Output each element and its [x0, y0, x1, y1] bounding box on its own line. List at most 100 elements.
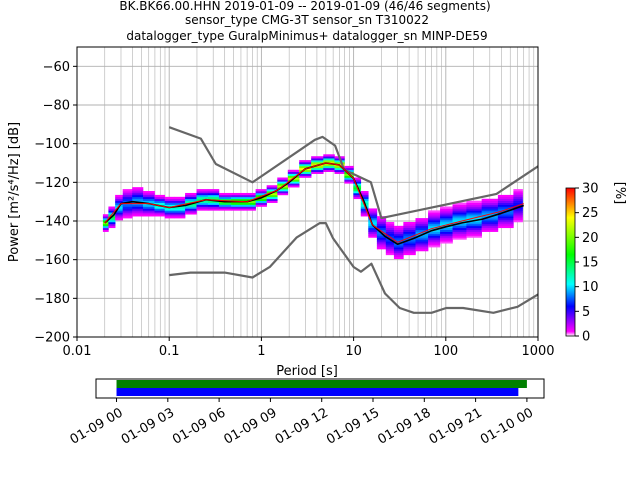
- density-cell: [466, 225, 482, 229]
- density-cell: [132, 204, 144, 207]
- density-cell: [311, 158, 324, 161]
- density-cell: [368, 225, 378, 229]
- density-cell: [428, 223, 441, 227]
- density-cell: [122, 216, 133, 219]
- density-cell: [344, 165, 354, 169]
- density-cell: [452, 237, 467, 240]
- density-cell: [142, 192, 155, 196]
- density-cell: [497, 223, 514, 227]
- density-cell: [323, 160, 335, 163]
- density-cell: [368, 216, 378, 219]
- density-cell: [115, 202, 123, 205]
- density-cell: [164, 214, 175, 217]
- density-cell: [185, 196, 197, 200]
- density-cell: [481, 214, 499, 217]
- density-cell: [466, 223, 482, 227]
- density-cell: [142, 194, 155, 198]
- coverage-tick-label: 01-09 12: [273, 405, 331, 447]
- density-cell: [218, 198, 232, 201]
- density-cell: [287, 171, 300, 174]
- colorbar-ticks: 0 5 10 15 20 25 30: [575, 182, 599, 345]
- density-cell: [466, 200, 482, 203]
- density-cell: [196, 191, 209, 194]
- density-cell: [513, 216, 523, 219]
- density-cell: [108, 218, 116, 221]
- density-cell: [277, 181, 289, 184]
- density-cell: [403, 247, 416, 250]
- density-cell: [132, 198, 144, 201]
- density-cell: [255, 202, 267, 205]
- density-cell: [481, 200, 499, 203]
- density-cell: [122, 212, 133, 215]
- density-cell: [164, 204, 175, 207]
- density-cell: [513, 212, 523, 215]
- density-cell: [415, 241, 429, 244]
- density-cell: [376, 243, 387, 246]
- density-cell: [376, 237, 387, 240]
- density-cell: [122, 208, 133, 211]
- density-cell: [428, 210, 441, 213]
- density-cell: [368, 208, 378, 211]
- density-cell: [102, 229, 109, 232]
- density-cell: [174, 208, 186, 211]
- density-cell: [415, 220, 429, 223]
- density-cell: [385, 249, 395, 252]
- density-cell: [218, 206, 232, 209]
- coverage-bar-psd: [116, 388, 519, 396]
- density-cell: [497, 202, 514, 205]
- density-cell: [385, 243, 395, 246]
- density-cell: [255, 204, 267, 207]
- density-cell: [122, 214, 133, 217]
- density-cell: [452, 235, 467, 238]
- density-cell: [344, 177, 354, 180]
- density-cell: [440, 229, 453, 232]
- x-tick-label: 0.1: [159, 344, 180, 359]
- density-cell: [164, 202, 175, 205]
- density-cell: [497, 220, 514, 223]
- density-cell: [132, 214, 144, 217]
- density-cell: [376, 223, 387, 227]
- density-cell: [102, 225, 109, 229]
- coverage-bar-data: [116, 380, 527, 388]
- density-cell: [513, 214, 523, 217]
- coverage-tick-label: 01-09 18: [375, 405, 433, 447]
- density-cell: [207, 189, 220, 192]
- density-cell: [393, 233, 404, 236]
- density-cell: [440, 239, 453, 242]
- density-cell: [393, 229, 404, 232]
- density-cell: [393, 227, 404, 230]
- coverage-tick-label: 01-09 06: [170, 405, 228, 447]
- density-cell: [231, 208, 244, 211]
- density-cell: [323, 165, 335, 169]
- density-cell: [452, 208, 467, 211]
- density-cell: [266, 200, 278, 203]
- density-cell: [122, 196, 133, 200]
- y-axis-ticks: −200 −180 −160 −140 −120 −100 −80 −60: [34, 60, 77, 346]
- density-cell: [415, 249, 429, 252]
- density-cell: [102, 223, 109, 227]
- density-cell: [164, 198, 175, 201]
- density-cell: [428, 231, 441, 234]
- density-cell: [385, 252, 395, 256]
- density-cell: [376, 220, 387, 223]
- density-cell: [481, 212, 499, 215]
- density-cell: [466, 210, 482, 213]
- density-cell: [132, 210, 144, 213]
- density-cell: [403, 221, 416, 225]
- density-cell: [376, 235, 387, 238]
- density-cell: [353, 183, 362, 186]
- density-cell: [154, 212, 166, 215]
- density-cell: [466, 229, 482, 232]
- density-cell: [466, 212, 482, 215]
- density-cell: [466, 216, 482, 219]
- density-cell: [299, 162, 312, 165]
- density-cell: [403, 241, 416, 244]
- density-cell: [452, 214, 467, 217]
- density-cell: [164, 216, 175, 219]
- density-cell: [196, 204, 209, 207]
- density-cell: [428, 235, 441, 238]
- coverage-tick-label: 01-10 00: [478, 405, 536, 447]
- density-cell: [360, 206, 369, 209]
- density-cell: [497, 216, 514, 219]
- grid-lines: [76, 47, 538, 338]
